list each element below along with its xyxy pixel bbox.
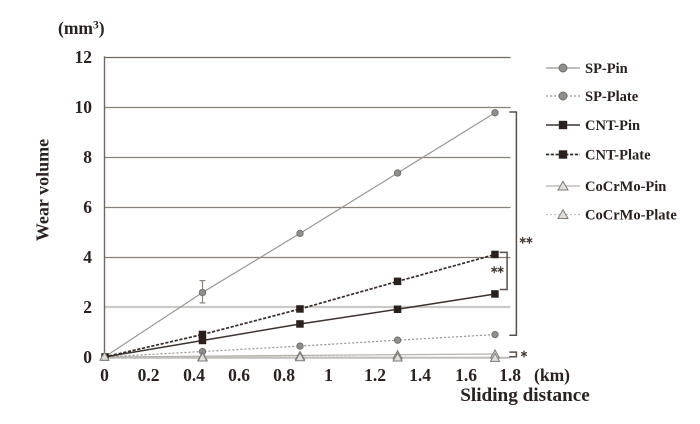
svg-text:1.8: 1.8 [499, 365, 521, 385]
svg-text:(mm3): (mm3) [58, 18, 105, 38]
svg-text:CNT-Pin: CNT-Pin [585, 118, 640, 134]
svg-text:0.8: 0.8 [273, 365, 295, 385]
svg-text:0: 0 [100, 365, 109, 385]
svg-text:0.4: 0.4 [183, 365, 205, 385]
svg-text:1.2: 1.2 [364, 365, 386, 385]
svg-text:CoCrMo-Pin: CoCrMo-Pin [585, 179, 666, 195]
svg-text:SP-Plate: SP-Plate [585, 89, 639, 105]
svg-text:0.2: 0.2 [138, 365, 160, 385]
svg-text:12: 12 [75, 47, 93, 67]
svg-text:1.6: 1.6 [455, 365, 477, 385]
svg-text:10: 10 [75, 97, 93, 117]
svg-text:0: 0 [83, 347, 92, 367]
svg-text:(km): (km) [534, 365, 570, 385]
svg-text:1.4: 1.4 [409, 365, 431, 385]
svg-text:0.6: 0.6 [228, 365, 250, 385]
svg-text:Sliding distance: Sliding distance [460, 385, 590, 406]
svg-text:SP-Pin: SP-Pin [585, 61, 628, 77]
svg-text:1: 1 [324, 365, 333, 385]
svg-text:8: 8 [83, 147, 92, 167]
svg-text:6: 6 [83, 197, 92, 217]
svg-text:Wear volume: Wear volume [33, 139, 53, 241]
svg-text:4: 4 [83, 247, 92, 267]
svg-text:CNT-Plate: CNT-Plate [585, 148, 651, 164]
svg-text:CoCrMo-Plate: CoCrMo-Plate [585, 208, 677, 224]
svg-text:2: 2 [83, 297, 92, 317]
